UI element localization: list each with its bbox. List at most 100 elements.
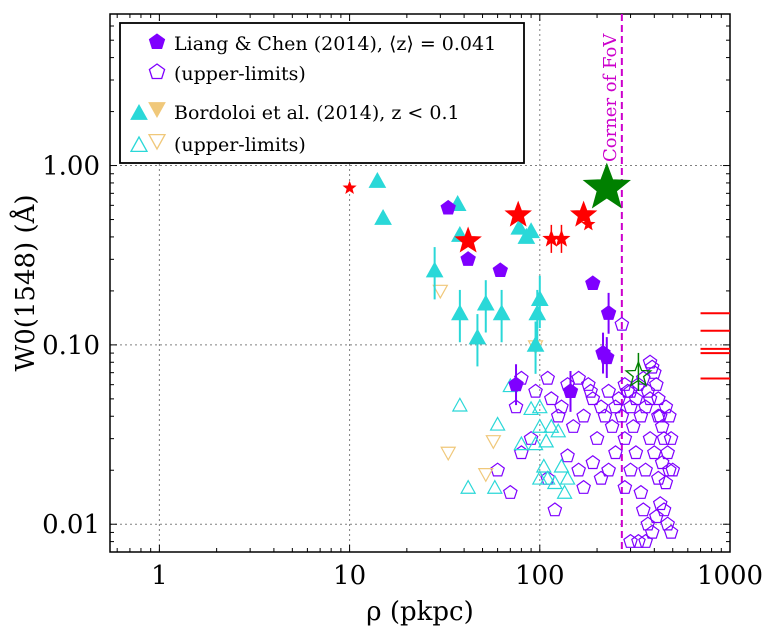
x-tick-label: 10 — [333, 561, 366, 591]
liang-upper-limit-point — [623, 462, 638, 477]
liang-upper-limit-point — [554, 399, 569, 414]
liang-upper-limit-point — [585, 391, 601, 406]
bordoloi-upper-limit-point — [538, 433, 555, 448]
legend-marker-triangle-open — [147, 133, 167, 151]
legend-marker-pentagon-open — [148, 63, 166, 80]
bordoloi-upper-limit-point — [531, 398, 548, 414]
liang-upper-limit-point — [642, 354, 658, 369]
liang-upper-limit-point — [656, 502, 672, 517]
liang-upper-limit-point — [640, 516, 656, 531]
liang-upper-limit-point — [513, 445, 529, 460]
x-tick-label: 100 — [515, 561, 565, 591]
liang-upper-limit-point — [650, 391, 666, 406]
liang-upper-limit-point — [601, 462, 617, 477]
bordoloi-upper-limit-point — [539, 470, 556, 485]
liang-upper-limit-point — [580, 376, 596, 391]
liang-detection-point — [585, 275, 601, 290]
bordoloi-detection-point — [451, 304, 469, 321]
legend-marker-triangle-filled — [130, 103, 148, 120]
liang-upper-limit-point — [638, 533, 654, 548]
liang-upper-limit-point — [601, 383, 617, 398]
liang-upper-limit-point — [617, 430, 633, 445]
liang-upper-limit-point — [585, 455, 601, 470]
bordoloi-upper-limit-point — [556, 484, 573, 499]
liang-upper-limit-point — [611, 391, 627, 406]
y-tick-label: 0.10 — [42, 331, 100, 361]
liang-upper-limit-point — [663, 524, 679, 539]
green-star-open-point — [624, 360, 653, 387]
red-star-point — [504, 200, 532, 227]
liang-upper-limit-point — [640, 383, 656, 398]
bordoloi-upper-limit-point — [523, 400, 540, 416]
legend-label: (upper-limits) — [174, 63, 306, 85]
fov-annotation: Corner of FoV — [600, 33, 621, 162]
liang-upper-limit-point — [490, 462, 506, 477]
liang-upper-limit-point — [644, 359, 660, 374]
liang-upper-limit-point — [617, 479, 633, 494]
bordoloi-upper-limit-point — [489, 416, 506, 431]
liang-upper-limit-point — [654, 455, 670, 470]
liang-detection-point — [492, 262, 508, 277]
legend-label: (upper-limits) — [174, 134, 306, 156]
liang-upper-limit-point — [648, 376, 664, 391]
legend-marker-pentagon-filled — [148, 33, 166, 49]
bordoloi-upper-limit-point — [527, 435, 544, 451]
bordoloi-detection-point — [530, 290, 549, 307]
liang-upper-limit-point — [661, 462, 677, 477]
liang-upper-limit-point — [597, 408, 613, 423]
bordoloi-upper-limit-point — [440, 446, 457, 462]
liang-upper-limit-point — [644, 524, 660, 539]
liang-upper-limit-point — [547, 502, 563, 517]
legend-marker-triangle-filled — [148, 102, 166, 119]
bordoloi-upper-limit-point — [451, 397, 468, 412]
liang-upper-limit-point — [583, 383, 599, 398]
liang-upper-limit-point — [660, 445, 676, 460]
liang-upper-limit-point — [528, 383, 543, 398]
x-tick-label: 1 — [151, 561, 168, 591]
liang-upper-limit-point — [642, 391, 658, 406]
bordoloi-upper-limit-point — [485, 435, 502, 450]
liang-upper-limit-point — [623, 533, 638, 548]
liang-upper-limit-point — [565, 418, 581, 433]
bordoloi-detection-point — [476, 294, 495, 311]
liang-upper-limit-point — [646, 364, 662, 379]
bordoloi-upper-limit-point — [432, 284, 449, 300]
liang-upper-limit-point — [648, 509, 664, 524]
bordoloi-detection-point — [492, 304, 511, 321]
x-axis-label: ρ (pkpc) — [366, 597, 473, 627]
bordoloi-detection-point — [425, 261, 444, 278]
liang-upper-limit-point — [571, 462, 587, 477]
liang-upper-limit-point — [646, 445, 662, 460]
legend-label: Bordoloi et al. (2014), z < 0.1 — [174, 102, 460, 124]
liang-detection-point — [460, 251, 476, 266]
liang-upper-limit-point — [623, 383, 638, 398]
bordoloi-upper-limit-point — [559, 470, 576, 485]
liang-detection-point — [508, 376, 524, 392]
y-tick-label: 1.00 — [42, 152, 100, 182]
liang-upper-limit-point — [589, 430, 605, 445]
liang-upper-limit-point — [658, 399, 674, 414]
legend-label: Liang & Chen (2014), ⟨z⟩ = 0.041 — [174, 33, 496, 55]
liang-detection-point — [600, 305, 617, 320]
liang-upper-limit-point — [631, 533, 646, 548]
liang-upper-limit-point — [576, 479, 592, 494]
liang-upper-limit-point — [628, 445, 644, 460]
liang-upper-limit-point — [502, 484, 518, 499]
red-star-point — [581, 216, 596, 231]
legend-marker-triangle-open — [129, 135, 149, 153]
liang-upper-limit-point — [508, 399, 524, 414]
liang-upper-limit-point — [576, 408, 592, 423]
liang-upper-limit-point — [593, 399, 609, 414]
red-star-point — [569, 200, 598, 227]
liang-upper-limit-point — [638, 462, 654, 477]
bordoloi-upper-limit-point — [543, 418, 560, 433]
liang-detection-point — [562, 383, 579, 398]
liang-upper-limit-point — [540, 370, 556, 385]
liang-upper-limit-point — [663, 430, 679, 445]
liang-upper-limit-point — [625, 418, 641, 433]
legend: Liang & Chen (2014), ⟨z⟩ = 0.041 (upper-l… — [119, 22, 525, 164]
red-star-point — [454, 226, 482, 253]
bordoloi-upper-limit-point — [513, 435, 530, 451]
